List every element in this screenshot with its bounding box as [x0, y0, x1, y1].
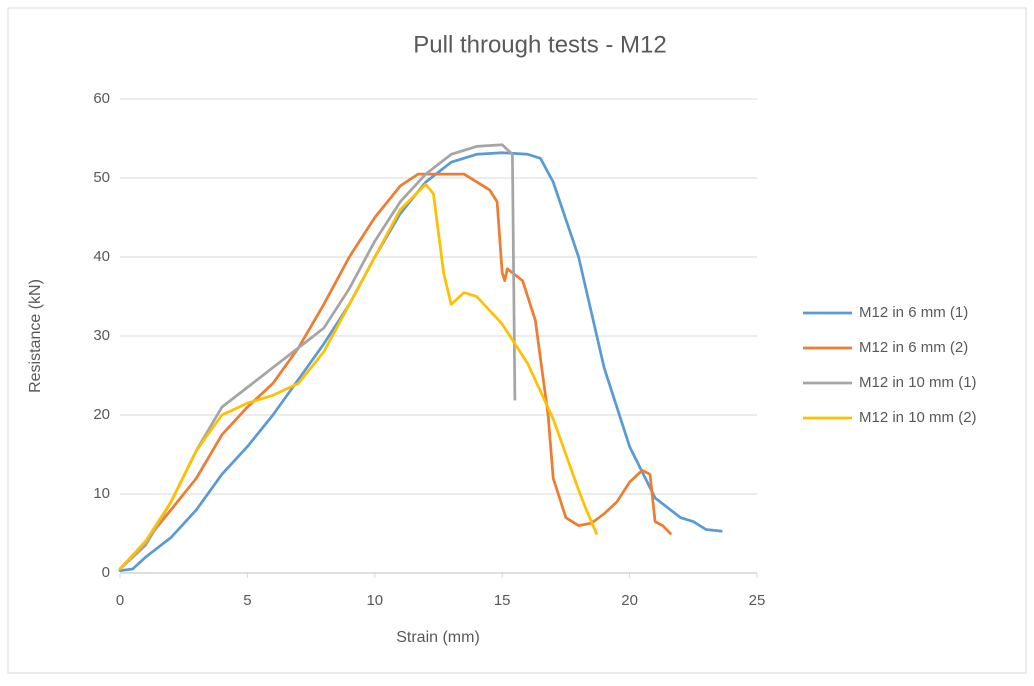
x-tick-label: 25 [749, 592, 766, 609]
legend-label: M12 in 6 mm (2) [859, 339, 968, 356]
legend-label: M12 in 10 mm (1) [859, 374, 977, 391]
x-tick-label: 20 [621, 592, 638, 609]
x-tick-label: 0 [116, 592, 124, 609]
x-tick-label: 5 [243, 592, 251, 609]
legend-label: M12 in 10 mm (2) [859, 409, 977, 426]
y-axis-title: Resistance (kN) [27, 279, 44, 393]
series-line [118, 172, 672, 571]
y-tick-label: 10 [93, 485, 110, 502]
series-line [118, 151, 723, 572]
legend-label: M12 in 6 mm (1) [859, 304, 968, 321]
y-tick-label: 50 [93, 169, 110, 186]
y-tick-label: 60 [93, 90, 110, 107]
series-line [118, 182, 598, 571]
x-axis-title: Strain (mm) [396, 629, 480, 646]
y-tick-label: 20 [93, 406, 110, 423]
x-tick-label: 15 [494, 592, 511, 609]
y-tick-label: 30 [93, 327, 110, 344]
chart-border [7, 7, 1027, 674]
x-tick-label: 10 [366, 592, 383, 609]
chart-title: Pull through tests - M12 [413, 31, 666, 58]
y-tick-label: 40 [93, 248, 110, 265]
y-tick-label: 0 [102, 564, 110, 581]
